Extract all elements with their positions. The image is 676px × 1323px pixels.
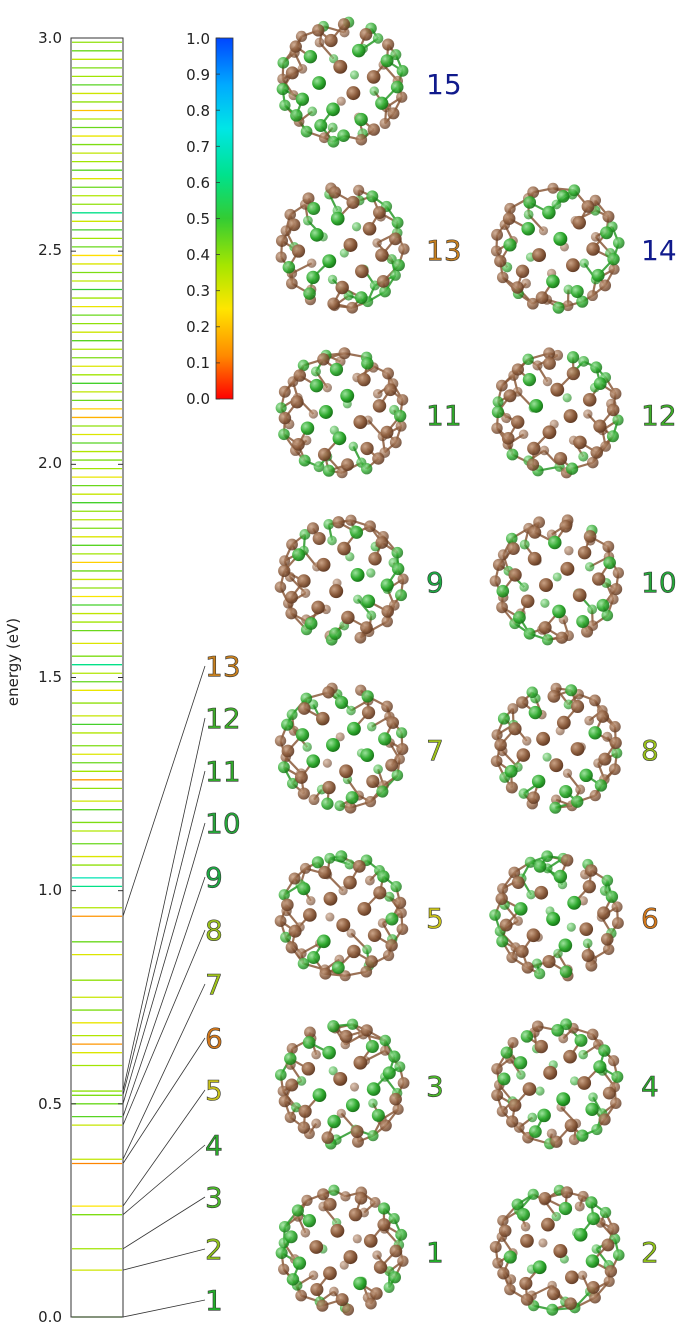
isomer-rank-label: 6 [205,1022,223,1055]
isomer-structure-label: 15 [426,68,462,101]
colorbar-tick-label: 1.0 [186,30,210,48]
fullerene-structure-image [274,682,409,814]
colorbar-tick-label: 0.8 [186,102,210,120]
isomer-rank-label: 8 [205,914,223,947]
leader-line [122,876,206,1117]
fullerene-structure-image [276,16,409,148]
isomer-rank-label: 5 [205,1074,223,1107]
leader-line [122,1089,206,1207]
colorbar-tick-label: 0.1 [186,354,210,372]
isomer-rank-label: 3 [205,1181,223,1214]
energy-levels [72,41,122,1318]
leader-line [122,1144,206,1215]
leader-line [122,717,206,1092]
isomer-structure-label: 8 [641,734,659,767]
leader-line [122,665,206,917]
y-tick-label: 1.0 [38,881,62,899]
colorbar-tick-label: 0.9 [186,66,210,84]
isomer-rank-label: 9 [205,861,223,894]
y-tick-label: 2.0 [38,454,62,472]
isomer-structure-label: 11 [426,399,462,432]
isomer-rank-label: 12 [205,702,241,735]
isomer-rank-label: 13 [205,650,241,683]
leader-line [122,983,206,1160]
isomer-structure-label: 14 [641,234,676,267]
isomer-structure-label: 1 [426,1236,444,1269]
isomer-rank-label: 1 [205,1284,223,1317]
y-ticks [71,37,123,1318]
y-tick-label: 3.0 [38,29,62,47]
leader-line [122,770,206,1096]
leader-line [122,1248,206,1271]
colorbar-tick-label: 0.0 [186,390,210,408]
isomer-structure-label: 12 [641,399,676,432]
y-tick-label: 1.5 [38,668,62,686]
isomer-structure-label: 3 [426,1070,444,1103]
fullerene-structure-image [275,347,409,479]
colorbar-tick-label: 0.3 [186,282,210,300]
leader-line [122,1196,206,1250]
fullerene-structure-image [489,514,625,646]
colorbar-tick-label: 0.4 [186,246,210,264]
y-tick-label: 2.5 [38,241,62,259]
leader-line [122,1299,206,1318]
colorbar-tick-label: 0.5 [186,210,210,228]
leader-line [122,929,206,1126]
fullerene-structure-image [490,182,625,314]
fullerene-structure-image [490,682,623,814]
isomer-structure-label: 5 [426,902,444,935]
fullerene-structure-image [275,1184,409,1316]
isomer-structure-label: 10 [641,566,676,599]
isomer-rank-label: 7 [205,968,223,1001]
y-tick-label: 0.5 [38,1095,62,1113]
y-tick-label: 0.0 [38,1308,62,1323]
fullerene-structure-image [275,182,410,314]
fullerene-structure-image [491,1018,624,1150]
colorbar-tick-label: 0.2 [186,318,210,336]
fullerene-structure-image [489,1184,625,1316]
isomer-rank-label: 10 [205,807,241,840]
leader-line [122,1037,206,1164]
fullerene-structure-image [491,347,624,479]
colorbar-tick-label: 0.6 [186,174,210,192]
colorbar-tick-label: 0.7 [186,138,210,156]
y-axis-label: energy (eV) [4,618,22,706]
isomer-rank-label: 2 [205,1233,223,1266]
fullerene-structure-image [274,1018,410,1150]
isomer-structure-label: 13 [426,234,462,267]
isomer-structure-label: 2 [641,1236,659,1269]
fullerene-structure-image [489,850,624,982]
isomer-structure-label: 4 [641,1070,659,1103]
isomer-rank-label: 11 [205,755,241,788]
fullerene-structure-image [274,514,409,646]
isomer-structure-label: 6 [641,902,659,935]
leader-line [122,822,206,1104]
isomer-structure-label: 7 [426,734,444,767]
fullerene-structure-image [274,850,409,982]
y-tick-labels: 0.0 0.5 1.0 1.5 2.0 2.5 3.0 [38,29,62,1323]
colorbar-ticks: 0.0 0.1 0.2 0.3 0.4 0.5 0.6 0.7 0.8 0.9 … [186,30,220,408]
isomer-structure-label: 9 [426,566,444,599]
isomer-rank-label: 4 [205,1129,223,1162]
